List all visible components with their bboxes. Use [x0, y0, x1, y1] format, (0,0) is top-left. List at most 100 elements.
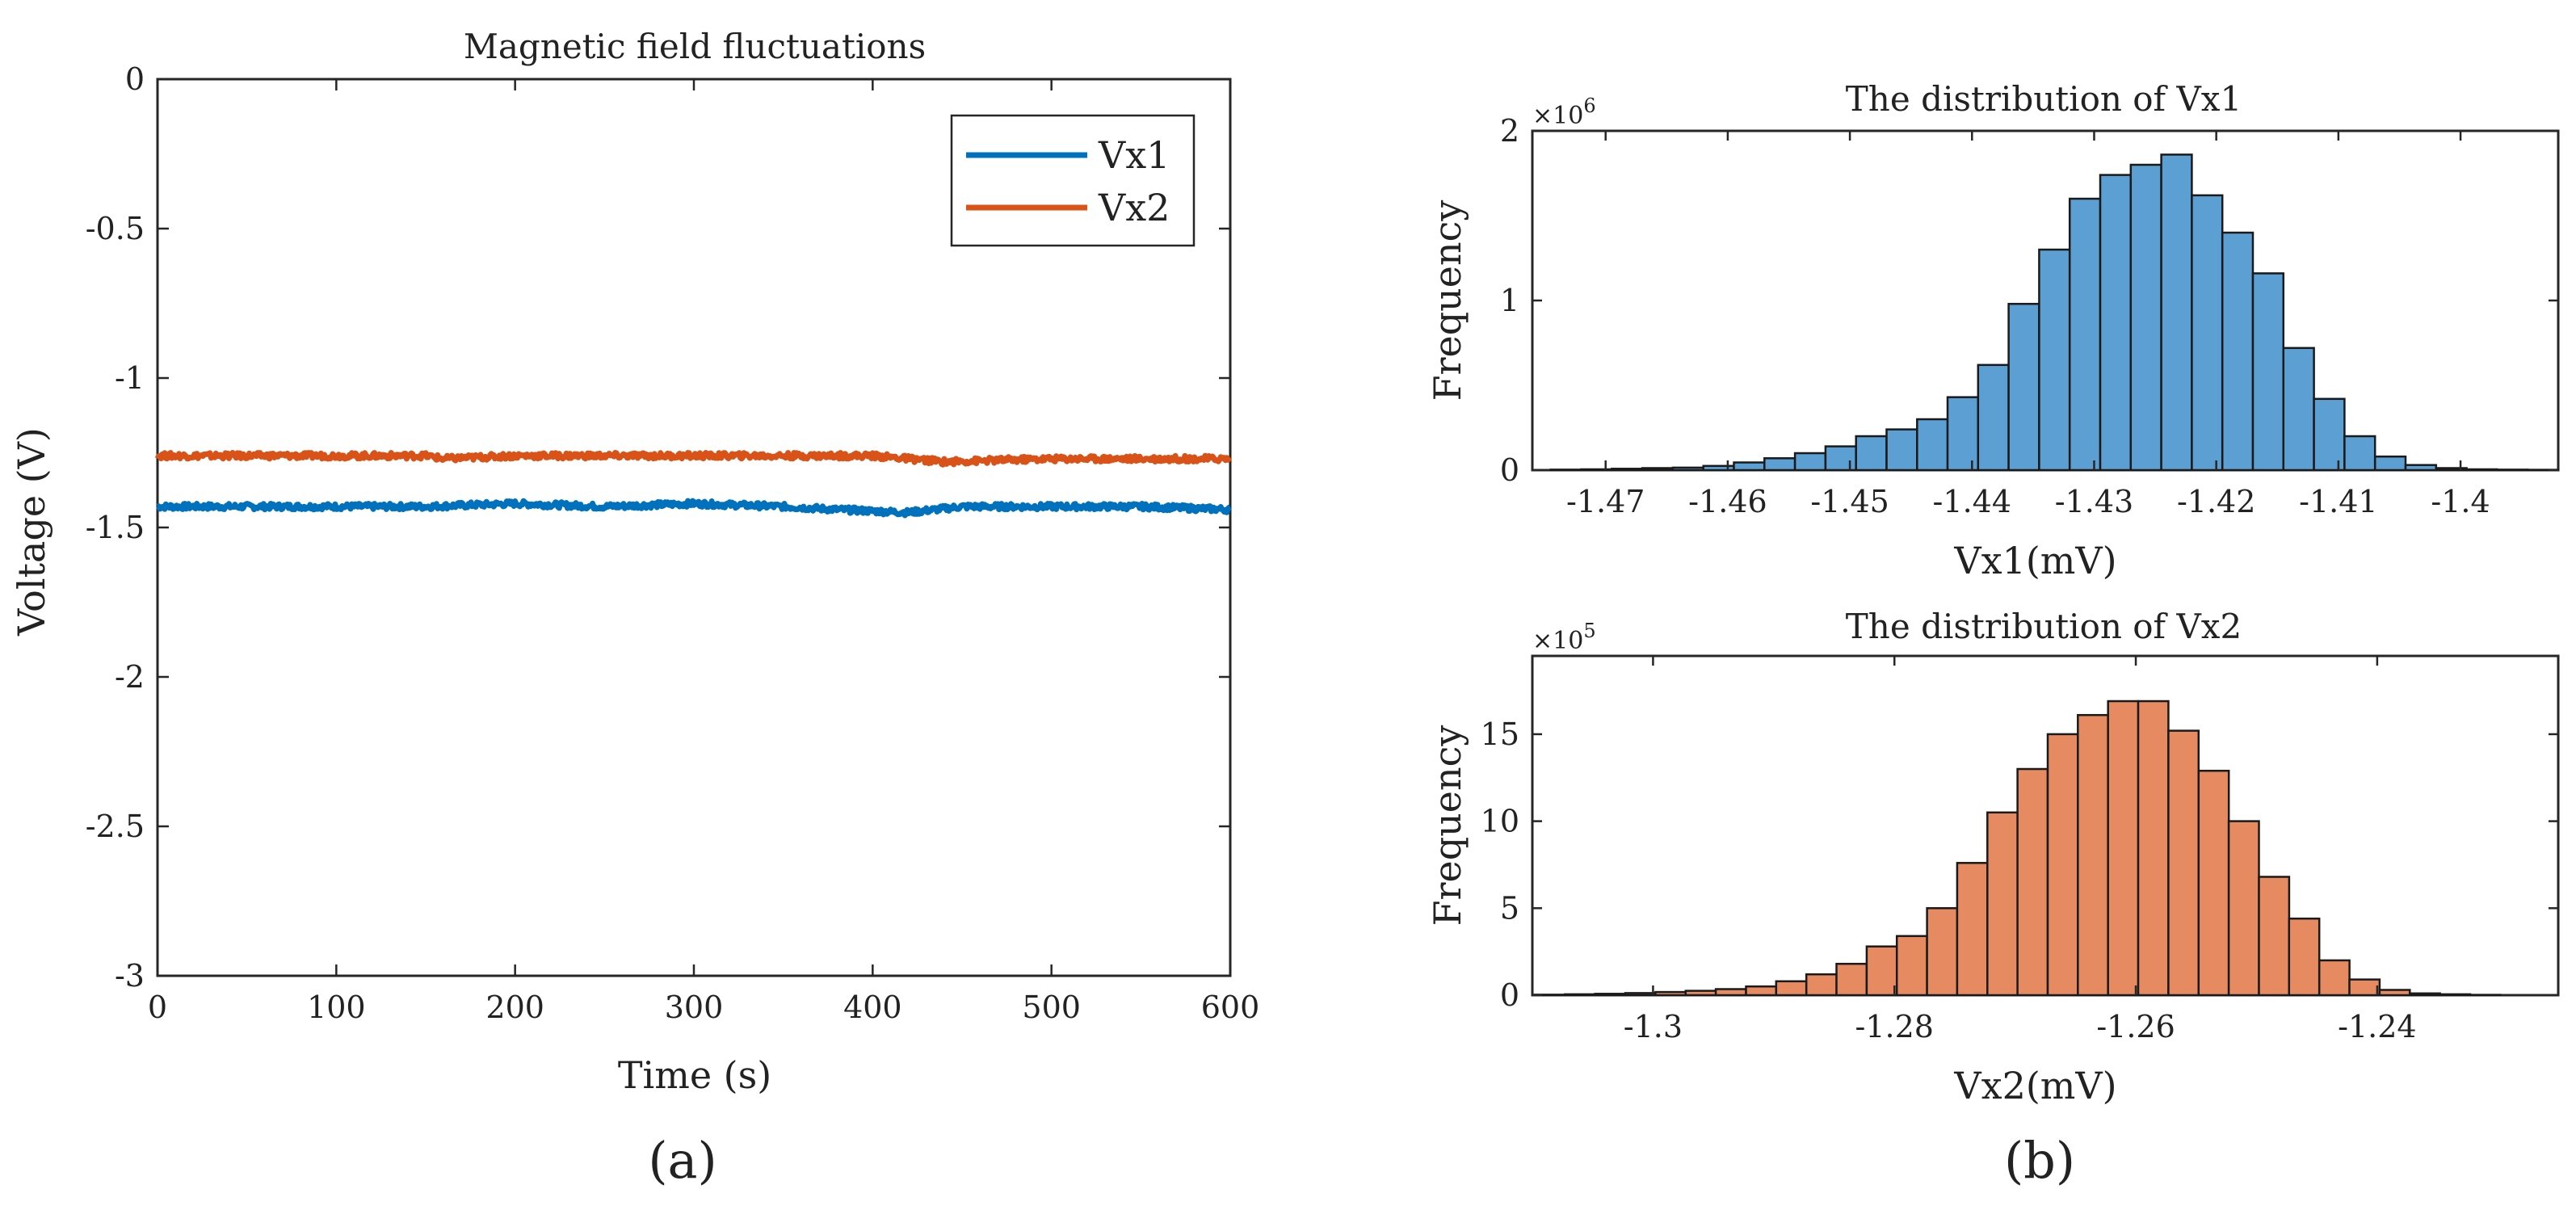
histogram-bar — [2191, 194, 2224, 472]
series-line-vx2 — [154, 450, 1233, 468]
histogram-bar — [2343, 435, 2376, 472]
y-multiplier: ×106 — [1532, 95, 1596, 130]
histogram-bar — [1714, 988, 1747, 997]
histogram-bar — [1564, 993, 1596, 997]
histogram-bar — [1986, 811, 2019, 997]
histogram-bar — [2197, 769, 2230, 997]
histogram-bar — [1775, 980, 1808, 997]
histogram-bar — [1671, 466, 1704, 472]
y-tick-label: 5 — [1500, 890, 1519, 926]
x-axis-label: Time (s) — [618, 1053, 771, 1097]
histogram-bar — [1895, 935, 1928, 997]
histogram-bar — [2313, 397, 2346, 472]
histogram-bar — [1624, 992, 1657, 997]
x-tick-label: -1.44 — [1933, 484, 2011, 519]
y-tick-label: -3 — [115, 958, 145, 994]
x-axis-label: Vx1(mV) — [1953, 539, 2116, 582]
histogram-bar — [2227, 820, 2260, 997]
histogram-bar — [2099, 174, 2133, 472]
legend-label-vx1: Vx1 — [1098, 133, 1170, 177]
histogram-bar — [1824, 445, 1857, 472]
histogram-bar — [1916, 418, 1949, 472]
histogram-vx2: -1.3 -1.28 -1.26 -1.24 0 5 10 15 The distributi… — [1426, 607, 2560, 1190]
histogram-bar — [1946, 396, 1980, 472]
histogram-bar — [1793, 452, 1827, 472]
histogram-bar — [1580, 468, 1613, 472]
multiplier-base: ×10 — [1532, 102, 1583, 130]
histogram-bar — [1835, 962, 1868, 997]
histogram-bar — [2137, 700, 2170, 997]
y-tick-label: -0.5 — [86, 211, 145, 246]
y-tick-label: 10 — [1481, 804, 1519, 839]
histogram-bar — [2318, 959, 2351, 997]
x-tick-label: 300 — [665, 990, 724, 1025]
histogram-bar — [2288, 917, 2321, 997]
histogram-bar — [2439, 993, 2472, 997]
histogram-bar — [2435, 467, 2468, 472]
histogram-bar — [2007, 302, 2040, 472]
histogram-bar — [2404, 464, 2438, 472]
histogram-bar — [2160, 153, 2193, 472]
histogram-bar — [2068, 197, 2102, 472]
histogram-bar — [1611, 468, 1644, 472]
y-tick-label: -2.5 — [86, 809, 145, 844]
axis-ticks: -1.47 -1.46 -1.45 -1.44 -1.43 -1.42 -1.41 -1.4 0… — [1500, 113, 2558, 519]
x-tick-label: 0 — [148, 990, 167, 1025]
histogram-bar — [2221, 231, 2255, 472]
histogram-bar — [2373, 455, 2407, 472]
legend-label-vx2: Vx2 — [1098, 186, 1170, 229]
legend-box — [950, 114, 1196, 247]
histogram-bar — [1956, 862, 1989, 997]
y-tick-label: 0 — [1500, 977, 1519, 1013]
histogram-bar — [1763, 457, 1796, 472]
panel-caption-a: (a) — [648, 1131, 716, 1190]
histogram-bar — [1977, 363, 2010, 472]
histogram-bar — [1654, 990, 1687, 997]
chart-title: The distribution of Vx1 — [1846, 79, 2242, 119]
histogram-bar — [2465, 468, 2498, 472]
histogram-bar — [2496, 469, 2529, 472]
x-axis-label: Vx2(mV) — [1953, 1064, 2116, 1107]
histogram-bar — [2408, 992, 2441, 997]
histogram-bars — [1533, 700, 2502, 997]
x-tick-label: -1.24 — [2338, 1009, 2416, 1044]
x-tick-label: -1.4 — [2431, 484, 2490, 519]
histogram-bar — [2282, 347, 2315, 472]
histogram-bar — [2378, 989, 2411, 997]
legend[interactable]: Vx1 Vx2 — [950, 114, 1196, 247]
y-axis-label: Frequency — [1426, 200, 1469, 401]
histogram-bar — [1805, 973, 1838, 997]
histogram-bar — [1865, 945, 1898, 997]
panel-caption-b: (b) — [2004, 1131, 2075, 1190]
histogram-bar — [1684, 990, 1717, 997]
histogram-bar — [1885, 428, 1918, 472]
histogram-bar — [1733, 461, 1766, 472]
histogram-bar — [1745, 985, 1778, 997]
y-tick-label: -1 — [115, 360, 145, 396]
x-tick-label: 200 — [485, 990, 544, 1025]
histogram-bar — [2107, 700, 2140, 997]
histogram-bar — [1926, 907, 1959, 997]
histogram-bar — [1549, 469, 1582, 472]
histogram-bar — [1702, 464, 1735, 472]
histogram-bar — [1594, 993, 1627, 997]
y-tick-label: 0 — [125, 61, 145, 97]
y-tick-label: 1 — [1500, 283, 1519, 318]
series-lines — [154, 450, 1233, 519]
x-tick-label: -1.28 — [1855, 1009, 1934, 1044]
y-multiplier: ×105 — [1532, 620, 1596, 655]
chart-title: The distribution of Vx2 — [1846, 607, 2242, 646]
series-line-vx1 — [156, 498, 1232, 519]
multiplier-base: ×10 — [1532, 627, 1583, 655]
histogram-bar — [2251, 272, 2285, 472]
y-tick-label: 0 — [1500, 452, 1519, 488]
x-tick-label: -1.41 — [2299, 484, 2377, 519]
histogram-bars — [1549, 153, 2560, 472]
x-tick-label: -1.47 — [1566, 484, 1645, 519]
x-tick-label: -1.45 — [1810, 484, 1889, 519]
multiplier-exponent: 5 — [1583, 620, 1595, 642]
x-tick-label: 500 — [1022, 990, 1081, 1025]
histogram-bar — [2348, 978, 2381, 997]
histogram-bar — [2258, 876, 2291, 997]
